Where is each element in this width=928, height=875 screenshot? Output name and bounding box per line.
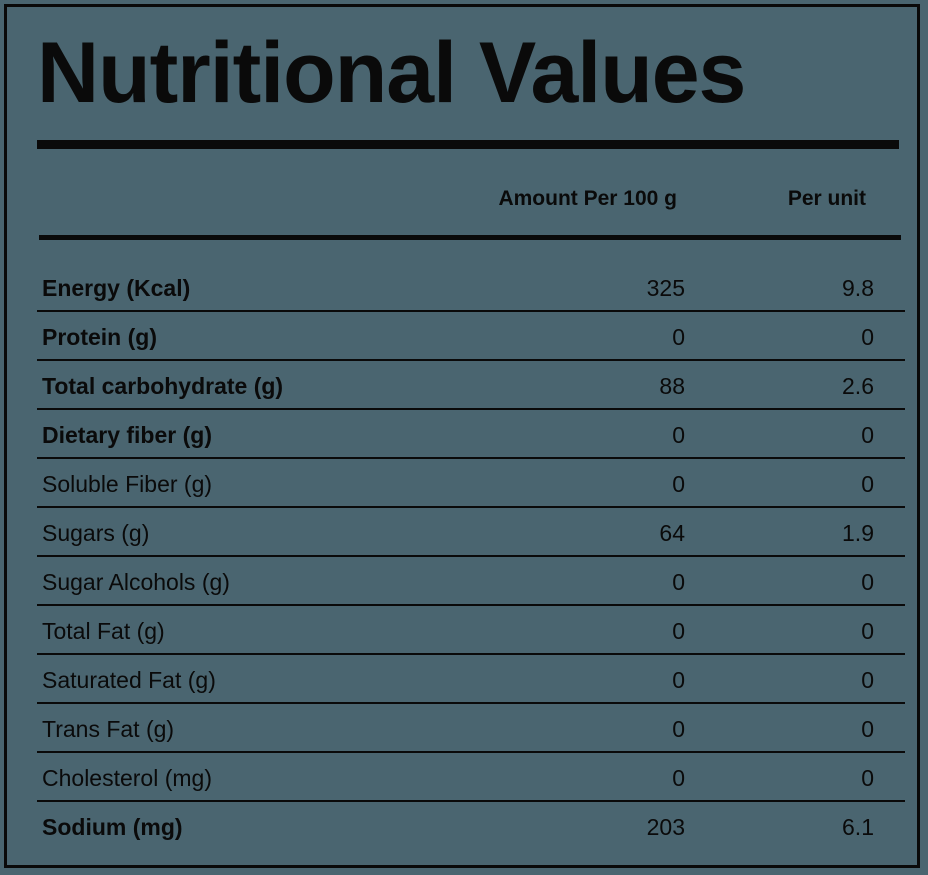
- value-per-100g: 64: [659, 520, 685, 546]
- header-divider: [39, 235, 901, 240]
- value-per-unit: 0: [861, 324, 874, 350]
- value-per-unit: 0: [861, 716, 874, 742]
- table-row: Total carbohydrate (g) 88 2.6: [37, 361, 905, 410]
- value-per-100g: 0: [672, 765, 685, 791]
- value-per-unit: 0: [861, 667, 874, 693]
- value-per-100g: 0: [672, 716, 685, 742]
- value-per-unit: 0: [861, 471, 874, 497]
- table-row: Sodium (mg) 203 6.1: [37, 802, 905, 851]
- value-per-unit: 2.6: [842, 373, 874, 399]
- nutrient-label: Sodium (mg): [42, 814, 183, 840]
- value-per-100g: 0: [672, 667, 685, 693]
- value-per-100g: 0: [672, 471, 685, 497]
- value-per-100g: 325: [646, 275, 685, 301]
- table-row: Saturated Fat (g) 0 0: [37, 655, 905, 704]
- nutrition-panel: Nutritional Values Amount Per 100 g Per …: [4, 4, 920, 868]
- column-header-per-unit: Per unit: [787, 187, 866, 210]
- table-row: Total Fat (g) 0 0: [37, 606, 905, 655]
- value-per-100g: 0: [672, 569, 685, 595]
- nutrient-label: Cholesterol (mg): [42, 765, 212, 791]
- title-divider: [37, 140, 899, 149]
- nutrient-label: Energy (Kcal): [42, 275, 191, 301]
- nutrient-label: Dietary fiber (g): [42, 422, 212, 448]
- value-per-unit: 6.1: [842, 814, 874, 840]
- column-header-per-100g: Amount Per 100 g: [498, 187, 677, 210]
- nutrient-label: Protein (g): [42, 324, 157, 350]
- nutrient-label: Saturated Fat (g): [42, 667, 216, 693]
- table-row: Trans Fat (g) 0 0: [37, 704, 905, 753]
- value-per-unit: 1.9: [842, 520, 874, 546]
- nutrient-label: Sugars (g): [42, 520, 150, 546]
- value-per-unit: 0: [861, 765, 874, 791]
- nutrient-label: Trans Fat (g): [42, 716, 175, 742]
- value-per-unit: 0: [861, 422, 874, 448]
- table-row: Sugars (g) 64 1.9: [37, 508, 905, 557]
- page-title: Nutritional Values: [37, 25, 746, 121]
- table-row: Protein (g) 0 0: [37, 312, 905, 361]
- nutrient-label: Total carbohydrate (g): [42, 373, 284, 399]
- value-per-100g: 0: [672, 618, 685, 644]
- table-row: Cholesterol (mg) 0 0: [37, 753, 905, 802]
- value-per-100g: 0: [672, 422, 685, 448]
- table-row: Sugar Alcohols (g) 0 0: [37, 557, 905, 606]
- value-per-unit: 0: [861, 618, 874, 644]
- value-per-100g: 0: [672, 324, 685, 350]
- value-per-unit: 0: [861, 569, 874, 595]
- value-per-100g: 203: [646, 814, 685, 840]
- nutrient-label: Total Fat (g): [42, 618, 165, 644]
- table-row: Energy (Kcal) 325 9.8: [37, 263, 905, 312]
- nutrient-label: Sugar Alcohols (g): [42, 569, 230, 595]
- table-row: Soluble Fiber (g) 0 0: [37, 459, 905, 508]
- nutrient-label: Soluble Fiber (g): [42, 471, 213, 497]
- nutrition-table: Energy (Kcal) 325 9.8 Protein (g) 0 0 To…: [37, 263, 905, 851]
- value-per-unit: 9.8: [842, 275, 874, 301]
- value-per-100g: 88: [659, 373, 685, 399]
- table-row: Dietary fiber (g) 0 0: [37, 410, 905, 459]
